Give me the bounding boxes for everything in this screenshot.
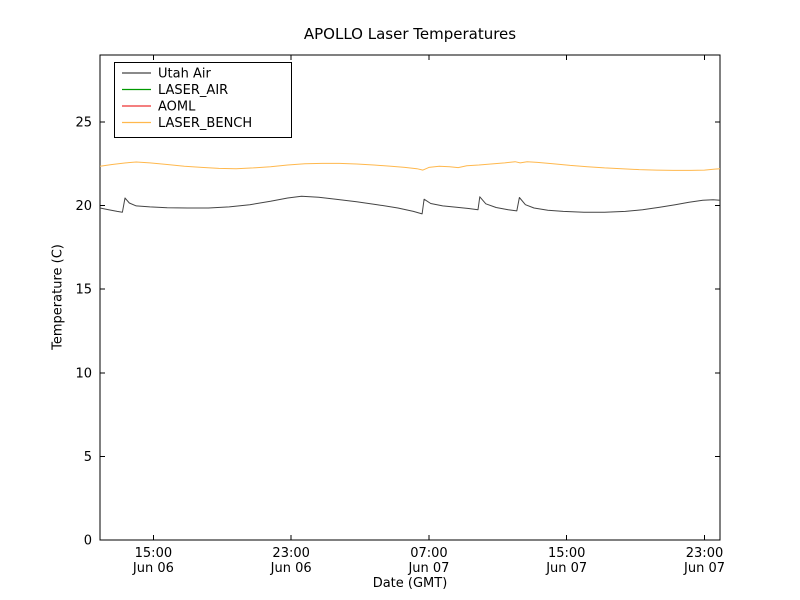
legend-box: [114, 62, 292, 138]
chart-title: APOLLO Laser Temperatures: [303, 25, 517, 43]
x-tick-label-date: Jun 07: [683, 561, 725, 576]
y-tick-label: 10: [75, 366, 92, 381]
y-tick-label: 25: [75, 115, 92, 130]
plot-frame: [99, 54, 721, 541]
x-tick-label-time: 15:00: [135, 546, 172, 561]
x-tick-label-time: 07:00: [410, 546, 447, 561]
y-tick-label: 20: [75, 199, 92, 214]
y-tick-label: 0: [84, 534, 92, 549]
series-line-utah-air: [99, 195, 721, 215]
series-line-laser-bench: [99, 161, 721, 171]
y-tick-label: 5: [84, 450, 92, 465]
x-tick-label-date: Jun 06: [132, 561, 174, 576]
x-tick-label-date: Jun 07: [407, 561, 449, 576]
y-tick-label: 15: [75, 283, 92, 298]
x-tick-label-time: 15:00: [548, 546, 585, 561]
x-axis-label: Date (GMT): [372, 576, 448, 591]
x-tick-label-date: Jun 07: [545, 561, 587, 576]
x-tick-label-time: 23:00: [686, 546, 723, 561]
x-tick-label-date: Jun 06: [270, 561, 312, 576]
legend-label: LASER_BENCH: [158, 116, 252, 131]
legend-label: LASER_AIR: [158, 83, 228, 98]
legend-label: AOML: [158, 100, 196, 115]
x-tick-label-time: 23:00: [272, 546, 309, 561]
legend-label: Utah Air: [158, 67, 211, 82]
